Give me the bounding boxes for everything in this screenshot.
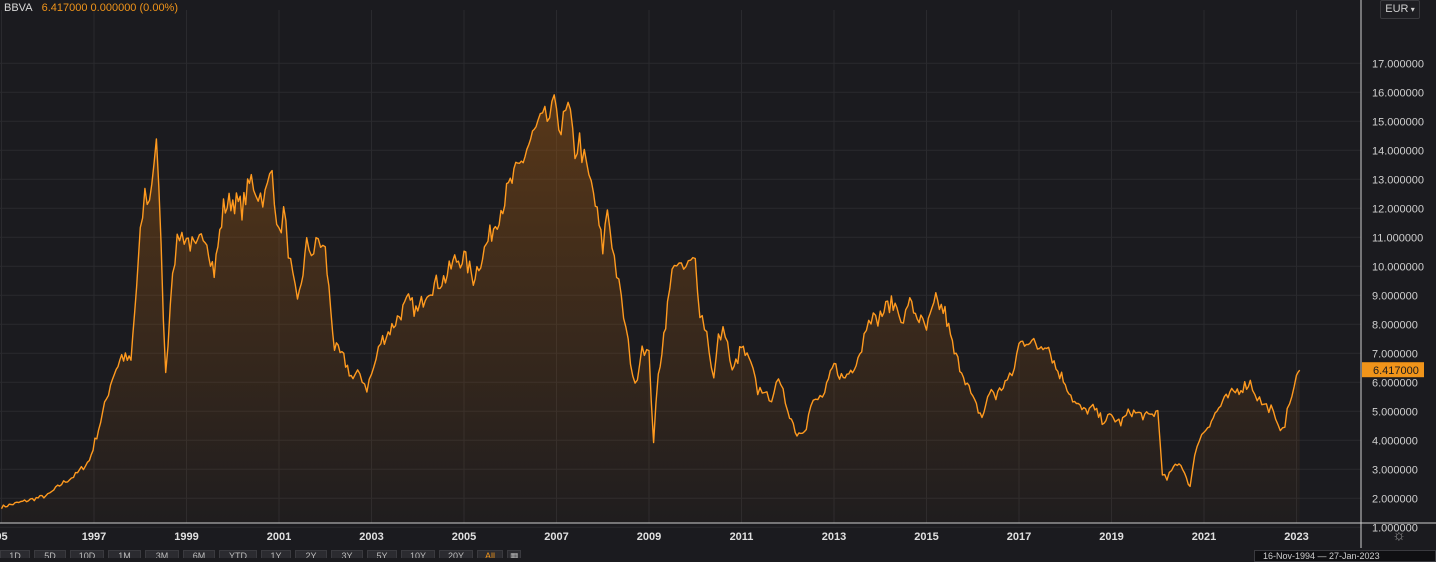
range-button-1d[interactable]: 1D xyxy=(0,550,30,558)
x-tick-label: 95 xyxy=(0,531,8,543)
range-button-10d[interactable]: 10D xyxy=(70,550,104,558)
y-tick-label: 14.000000 xyxy=(1372,145,1424,157)
range-button-1m[interactable]: 1M xyxy=(108,550,141,558)
range-button-3m[interactable]: 3M xyxy=(145,550,179,558)
y-tick-label: 13.000000 xyxy=(1372,174,1424,186)
y-tick-label: 2.000000 xyxy=(1372,493,1418,505)
range-selector: 1D 5D 10D 1M 3M 6M YTD 1Y 2Y 3Y 5Y 10Y 20Y All ▦ xyxy=(0,550,560,558)
y-tick-label: 12.000000 xyxy=(1372,203,1424,215)
x-tick-label: 2021 xyxy=(1192,531,1216,543)
x-tick-label: 2003 xyxy=(359,531,383,543)
x-tick-label: 2011 xyxy=(730,531,754,543)
y-tick-label: 10.000000 xyxy=(1372,261,1424,273)
y-tick-label: 1.000000 xyxy=(1372,522,1418,534)
range-button-20y[interactable]: 20Y xyxy=(439,550,473,558)
y-tick-label: 17.000000 xyxy=(1372,58,1424,70)
x-tick-label: 2019 xyxy=(1099,531,1123,543)
x-tick-label: 2013 xyxy=(822,531,846,543)
x-tick-label: 2001 xyxy=(267,531,291,543)
last-price: 6.417000 xyxy=(41,2,88,14)
range-button-6m[interactable]: 6M xyxy=(183,550,215,558)
y-tick-label: 8.000000 xyxy=(1372,319,1418,331)
y-tick-label: 3.000000 xyxy=(1372,464,1418,476)
y-tick-label: 9.000000 xyxy=(1372,290,1418,302)
price-change: 0.000000 (0.00%) xyxy=(90,2,178,14)
y-tick-label: 11.000000 xyxy=(1372,232,1423,244)
price-area xyxy=(1,94,1300,524)
x-tick-label: 2015 xyxy=(914,531,938,543)
date-range-field[interactable]: 16-Nov-1994 — 27-Jan-2023 xyxy=(1254,550,1436,562)
axes: 1.000000 2.000000 3.000000 4.000000 5.000000… xyxy=(0,0,1436,548)
quote-header: BBVA 6.417000 0.000000 (0.00%) xyxy=(4,2,178,14)
price-line xyxy=(0,94,1301,510)
x-tick-label: 2017 xyxy=(1007,531,1031,543)
series-area xyxy=(1,94,1300,524)
y-tick-label: 16.000000 xyxy=(1372,87,1424,99)
y-tick-label: 7.000000 xyxy=(1372,348,1418,360)
x-tick-label: 2009 xyxy=(637,531,661,543)
y-tick-label: 6.000000 xyxy=(1372,377,1418,389)
y-tick-label: 5.000000 xyxy=(1372,406,1418,418)
calendar-icon[interactable]: ▦ xyxy=(507,550,521,558)
range-button-2y[interactable]: 2Y xyxy=(295,550,327,558)
y-tick-label: 4.000000 xyxy=(1372,435,1418,447)
range-button-all[interactable]: All xyxy=(477,550,503,558)
date-range-text: 16-Nov-1994 — 27-Jan-2023 xyxy=(1263,551,1380,561)
x-tick-label: 2005 xyxy=(452,531,476,543)
y-tick-label: 15.000000 xyxy=(1372,116,1424,128)
chevron-down-icon: ▾ xyxy=(1408,5,1415,14)
range-button-3y[interactable]: 3Y xyxy=(331,550,363,558)
ticker-symbol: BBVA xyxy=(4,2,33,14)
range-button-5y[interactable]: 5Y xyxy=(367,550,397,558)
x-tick-label: 2023 xyxy=(1284,531,1308,543)
range-button-ytd[interactable]: YTD xyxy=(219,550,257,558)
currency-label: EUR xyxy=(1385,3,1409,15)
x-tick-label: 2007 xyxy=(544,531,568,543)
range-button-10y[interactable]: 10Y xyxy=(401,550,435,558)
gear-icon[interactable]: ☼ xyxy=(1392,527,1406,544)
x-tick-label: 1999 xyxy=(174,531,198,543)
last-value-box xyxy=(1362,362,1424,378)
last-value-label: 6.417000 xyxy=(1373,365,1419,377)
range-button-1y[interactable]: 1Y xyxy=(261,550,291,558)
series-line xyxy=(0,94,1301,510)
currency-dropdown[interactable]: EUR ▾ xyxy=(1380,0,1420,19)
range-button-5d[interactable]: 5D xyxy=(34,550,66,558)
x-tick-label: 1997 xyxy=(82,531,106,543)
